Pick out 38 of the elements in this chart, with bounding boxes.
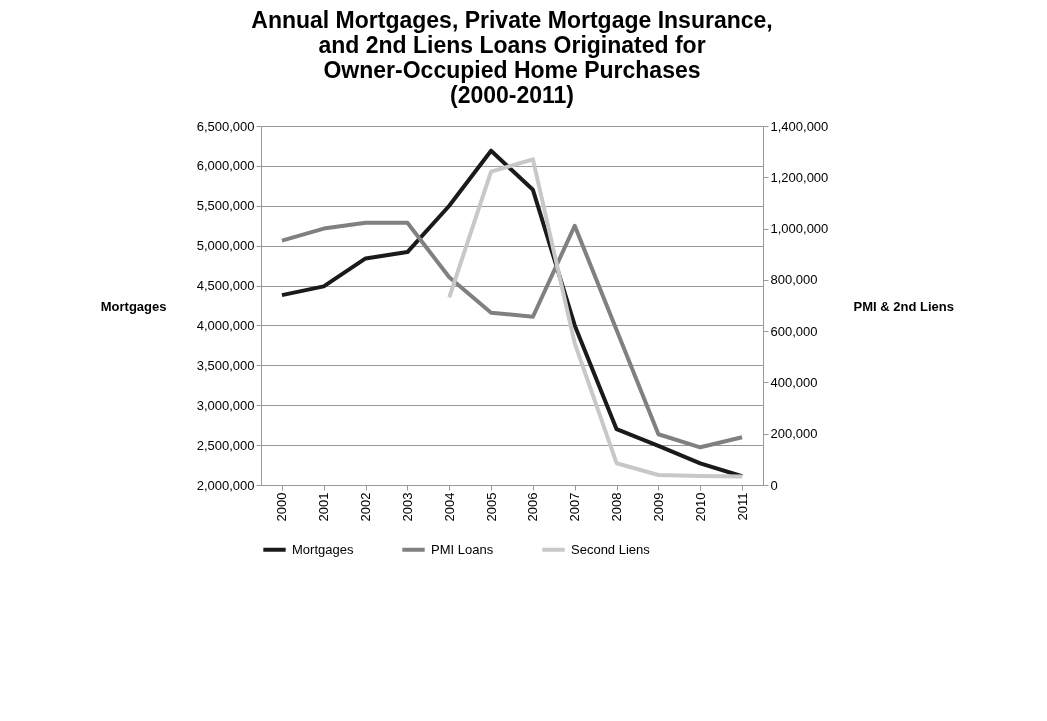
- x-tick-label: 2011: [734, 492, 750, 521]
- y2-tick-label: 1,400,000: [770, 118, 829, 134]
- x-tick-label: 2001: [316, 492, 332, 522]
- y2-tick-label: 800,000: [770, 272, 818, 288]
- x-tick-label: 2006: [525, 492, 541, 522]
- y-tick-label: 4,000,000: [196, 317, 255, 333]
- x-tick-label: 2000: [274, 492, 290, 522]
- y2-tick-label: 1,200,000: [770, 169, 829, 185]
- legend-label: Second Liens: [571, 541, 651, 557]
- y-axis-title: Mortgages: [100, 298, 167, 314]
- y-tick-label: 5,000,000: [196, 238, 255, 254]
- y-tick-label: 2,500,000: [196, 437, 255, 453]
- x-tick-label: 2010: [692, 492, 708, 522]
- x-tick-label: 2009: [650, 492, 666, 522]
- legend-label: Mortgages: [292, 541, 354, 557]
- x-tick-label: 2004: [441, 492, 457, 522]
- legend-label: PMI Loans: [431, 541, 494, 557]
- y2-tick-label: 600,000: [770, 323, 818, 339]
- y2-tick-label: 200,000: [770, 426, 818, 442]
- y-tick-label: 3,500,000: [196, 357, 255, 373]
- line-series: [447, 157, 745, 479]
- y2-tick-label: 1,000,000: [770, 221, 829, 237]
- x-tick-label: 2007: [567, 492, 583, 522]
- y-tick-label: 4,500,000: [196, 278, 255, 294]
- line-series: [279, 220, 745, 450]
- y2-tick-label: 400,000: [770, 374, 818, 390]
- y-tick-label: 5,500,000: [196, 198, 255, 214]
- y2-axis-title: PMI & 2nd Liens: [853, 298, 954, 314]
- y-tick-label: 2,000,000: [196, 477, 255, 493]
- chart-title: Annual Mortgages, Private Mortgage Insurance, and 2nd Liens Loans Originated for Owner-Occupied Home Purchases (2000-2011): [251, 7, 773, 108]
- y-tick-label: 6,500,000: [196, 118, 255, 134]
- y-tick-label: 6,000,000: [196, 158, 255, 174]
- x-tick-label: 2005: [483, 492, 499, 522]
- x-tick-label: 2002: [358, 492, 374, 522]
- y-tick-label: 3,000,000: [196, 397, 255, 413]
- y2-tick-label: 0: [770, 477, 778, 493]
- x-tick-label: 2008: [609, 492, 625, 522]
- x-tick-label: 2003: [399, 492, 415, 522]
